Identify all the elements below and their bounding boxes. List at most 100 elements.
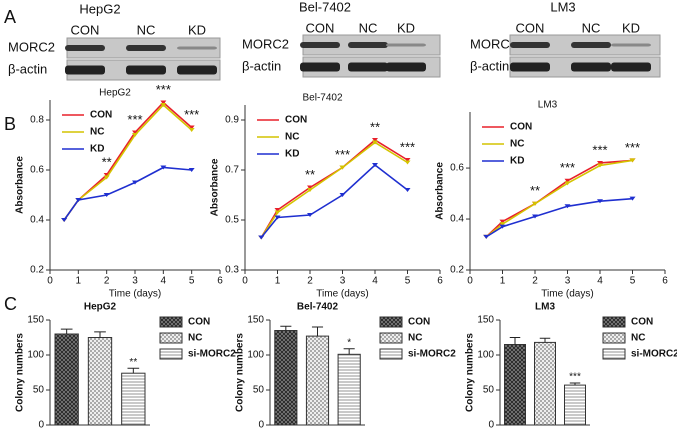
x-tick-label: 1: [275, 276, 281, 287]
legend-label: CON: [285, 115, 307, 126]
y-tick-label: 0.8: [30, 115, 44, 126]
bar: [87, 337, 113, 426]
row-label: β-actin: [242, 58, 281, 73]
marker: [499, 219, 506, 224]
blot-band: [348, 42, 388, 48]
marker: [188, 128, 195, 132]
blot-band: [177, 46, 217, 50]
blot-band: [348, 62, 388, 72]
lane-label: CON: [71, 22, 100, 37]
y-tick-label: 50: [253, 385, 265, 396]
marker: [629, 158, 636, 163]
y-tick-label: 0: [488, 420, 494, 431]
row-label: MORC2: [8, 39, 55, 54]
y-tick-label: 0.6: [450, 163, 464, 174]
annotation: ***: [625, 140, 640, 155]
marker: [160, 165, 167, 170]
legend-label: CON: [90, 110, 112, 121]
x-tick-label: 3: [340, 276, 346, 287]
legend-swatch: [159, 348, 183, 360]
marker: [597, 199, 603, 204]
y-tick-label: 0.7: [225, 165, 239, 176]
y-tick-label: 50: [33, 385, 45, 396]
annotation: ***: [184, 107, 199, 122]
legend-label: NC: [188, 333, 202, 344]
marker: [274, 208, 281, 212]
marker: [258, 235, 265, 240]
chart-title: LM3: [538, 100, 558, 111]
marker: [274, 210, 281, 215]
marker: [61, 218, 68, 222]
legend-label: CON: [631, 317, 653, 328]
x-tick-label: 2: [104, 276, 110, 287]
x-tick-label: 5: [630, 276, 636, 287]
panel-label: A: [4, 7, 16, 27]
annotation: ***: [592, 142, 607, 157]
legend-label: KD: [285, 149, 299, 160]
x-tick-label: 1: [76, 276, 82, 287]
marker: [597, 160, 603, 165]
legend-label: NC: [631, 333, 645, 344]
y-tick-label: 150: [247, 315, 264, 326]
legend-label: si-MORC2: [631, 349, 677, 360]
x-tick-label: 5: [189, 276, 195, 287]
x-tick-label: 0: [47, 276, 53, 287]
y-axis-label: Absorbance: [435, 162, 446, 220]
line: [260, 139, 408, 238]
line: [260, 163, 408, 239]
x-tick-label: 2: [307, 276, 313, 287]
blot-title: Bel-7402: [299, 0, 351, 14]
legend-label: si-MORC2: [408, 349, 456, 360]
marker: [483, 234, 490, 239]
marker: [339, 193, 346, 197]
legend-label: NC: [90, 127, 104, 138]
chart-title: HepG2: [99, 88, 131, 99]
error-bar: [311, 326, 324, 337]
annotation: ***: [400, 139, 415, 154]
marker: [160, 103, 167, 107]
legend-swatch: [602, 332, 626, 344]
y-tick-label: 0.3: [225, 265, 239, 276]
blot-band: [177, 65, 217, 75]
x-tick-label: 3: [565, 276, 571, 287]
chart-title: Bel-7402: [302, 93, 342, 104]
x-tick-label: 0: [242, 276, 248, 287]
marker: [132, 180, 138, 185]
legend-swatch: [379, 316, 403, 328]
marker: [499, 222, 506, 227]
marker: [103, 193, 110, 197]
line: [485, 197, 633, 238]
panel-label: B: [4, 114, 16, 134]
x-tick-label: 4: [597, 276, 603, 287]
legend-label: NC: [408, 333, 422, 344]
y-tick-label: 100: [247, 350, 264, 361]
row-label: MORC2: [470, 36, 517, 51]
legend-swatch: [159, 332, 183, 344]
legend-swatch: [602, 316, 626, 328]
marker: [564, 178, 571, 183]
y-tick-label: 100: [477, 350, 494, 361]
legend-swatch: [159, 316, 183, 328]
row-label: β-actin: [470, 58, 509, 73]
marker: [307, 185, 313, 190]
bar: [305, 335, 330, 426]
bar: [504, 344, 526, 426]
y-axis-label: Absorbance: [15, 156, 26, 214]
error-bar: [60, 328, 73, 334]
x-axis-label: Time (days): [109, 289, 161, 300]
blot-band: [386, 62, 426, 72]
marker: [75, 198, 82, 202]
marker: [532, 201, 538, 206]
legend-label: NC: [285, 132, 299, 143]
blot-band: [571, 42, 611, 48]
x-tick-label: 2: [532, 276, 538, 287]
y-tick-label: 0.4: [30, 215, 44, 226]
annotation: **: [305, 167, 315, 182]
error-bar: [569, 382, 581, 386]
error-bar: [343, 348, 355, 355]
chart-title: Bel-7402: [297, 302, 339, 313]
legend-label: KD: [90, 144, 104, 155]
chart-title: HepG2: [84, 302, 117, 313]
line: [485, 159, 633, 238]
